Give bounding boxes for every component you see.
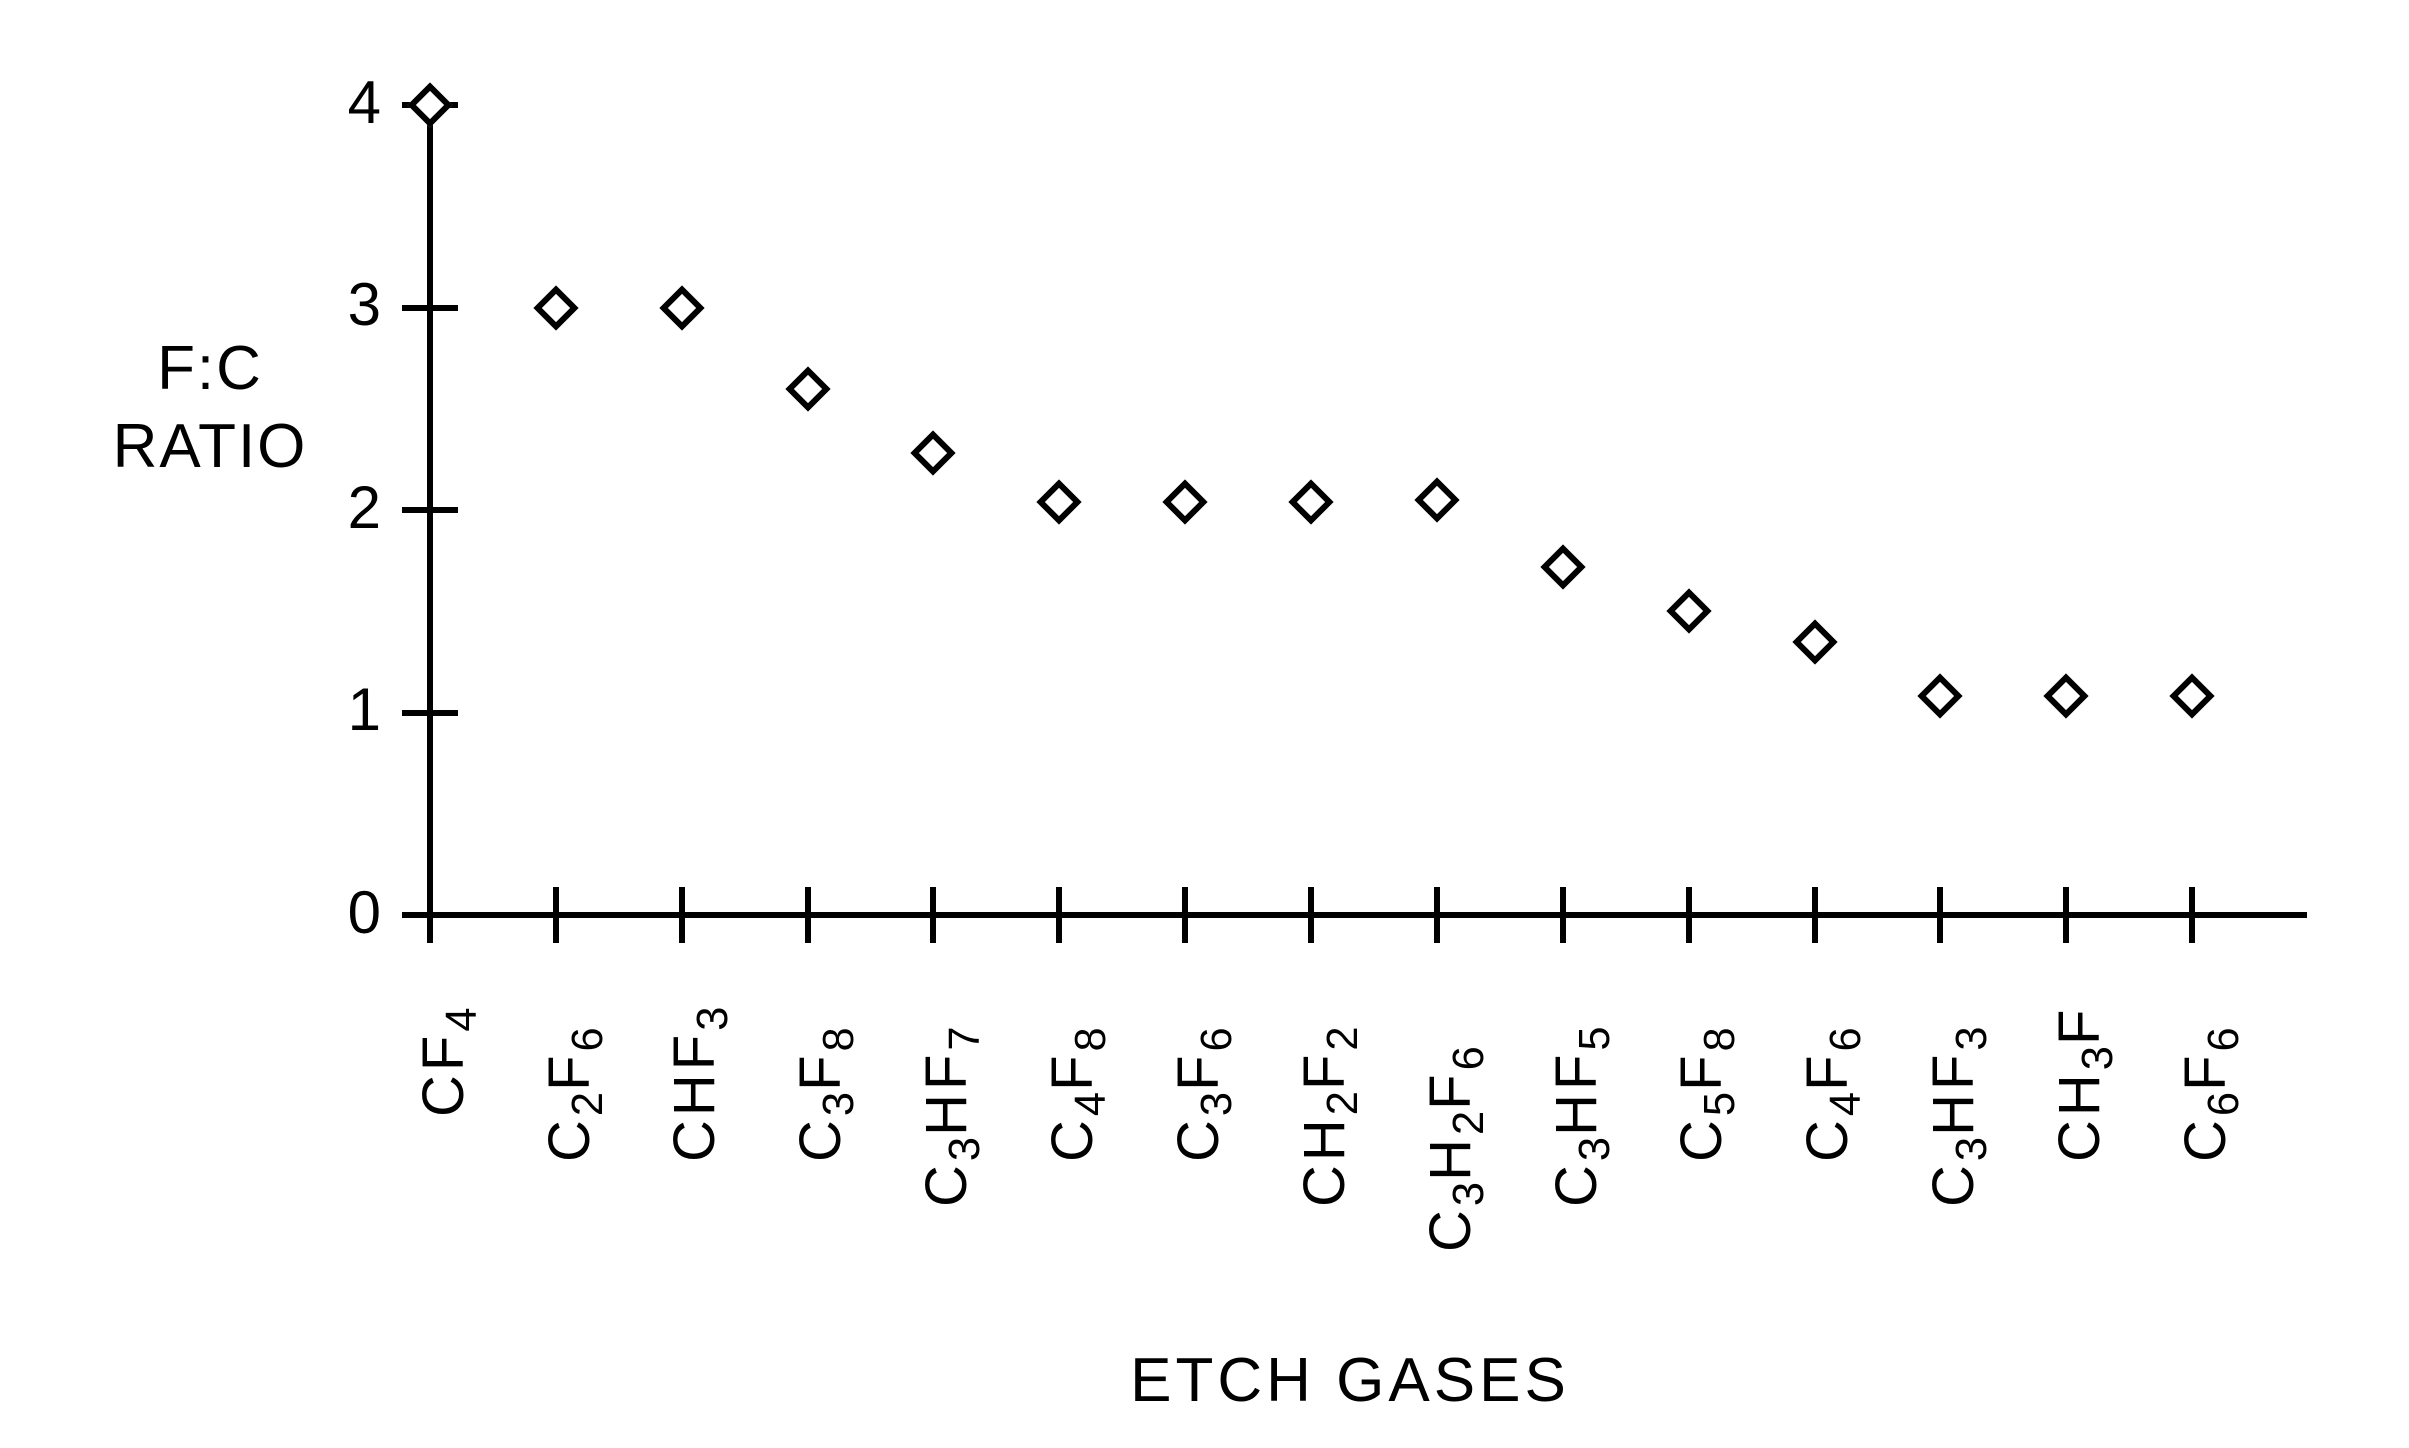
x-tick — [1056, 887, 1062, 943]
y-tick — [402, 710, 458, 716]
x-tick-label: C3F6 — [1165, 1026, 1242, 1162]
x-tick-label: C4F8 — [1039, 1026, 1116, 1162]
y-tick — [402, 305, 458, 311]
x-tick-label: C3HF7 — [913, 1026, 990, 1208]
x-tick — [553, 887, 559, 943]
x-tick — [1560, 887, 1566, 943]
x-tick-label: CHF3 — [661, 1006, 738, 1162]
x-tick-label: CH3F — [2046, 1006, 2123, 1162]
x-tick-label: C3H2F6 — [1417, 1046, 1494, 1253]
x-axis-title: ETCH GASES — [430, 1345, 2270, 1416]
x-tick-label: C6F6 — [2172, 1026, 2249, 1162]
x-tick-label: C3F8 — [787, 1026, 864, 1162]
x-tick-label: C3HF5 — [1543, 1026, 1620, 1208]
x-tick — [1686, 887, 1692, 943]
y-tick-label: 1 — [312, 675, 382, 744]
x-tick — [2063, 887, 2069, 943]
y-tick-label: 3 — [312, 270, 382, 339]
plot-area — [430, 105, 2270, 915]
x-tick-label: CH2F2 — [1291, 1026, 1368, 1208]
y-tick-label: 4 — [312, 68, 382, 137]
x-tick-label: C2F6 — [536, 1026, 613, 1162]
y-axis — [427, 87, 433, 915]
x-tick — [805, 887, 811, 943]
x-tick — [427, 887, 433, 943]
y-axis-title: F:CRATIO — [60, 330, 360, 485]
x-tick-label: C4F6 — [1794, 1026, 1871, 1162]
y-tick — [402, 507, 458, 513]
x-tick — [1308, 887, 1314, 943]
x-tick — [930, 887, 936, 943]
x-tick — [1937, 887, 1943, 943]
x-tick-label: CF4 — [410, 1006, 487, 1117]
x-axis — [427, 912, 2307, 918]
y-tick-label: 0 — [312, 878, 382, 947]
x-tick — [679, 887, 685, 943]
x-tick — [1182, 887, 1188, 943]
x-tick-label: C5F8 — [1668, 1026, 1745, 1162]
fc-ratio-chart: 01234F:CRATIOCF4C2F6CHF3C3F8C3HF7C4F8C3F… — [0, 0, 2409, 1448]
x-tick — [2189, 887, 2195, 943]
x-tick-label: C3HF3 — [1920, 1026, 1997, 1208]
x-tick — [1812, 887, 1818, 943]
x-tick — [1434, 887, 1440, 943]
